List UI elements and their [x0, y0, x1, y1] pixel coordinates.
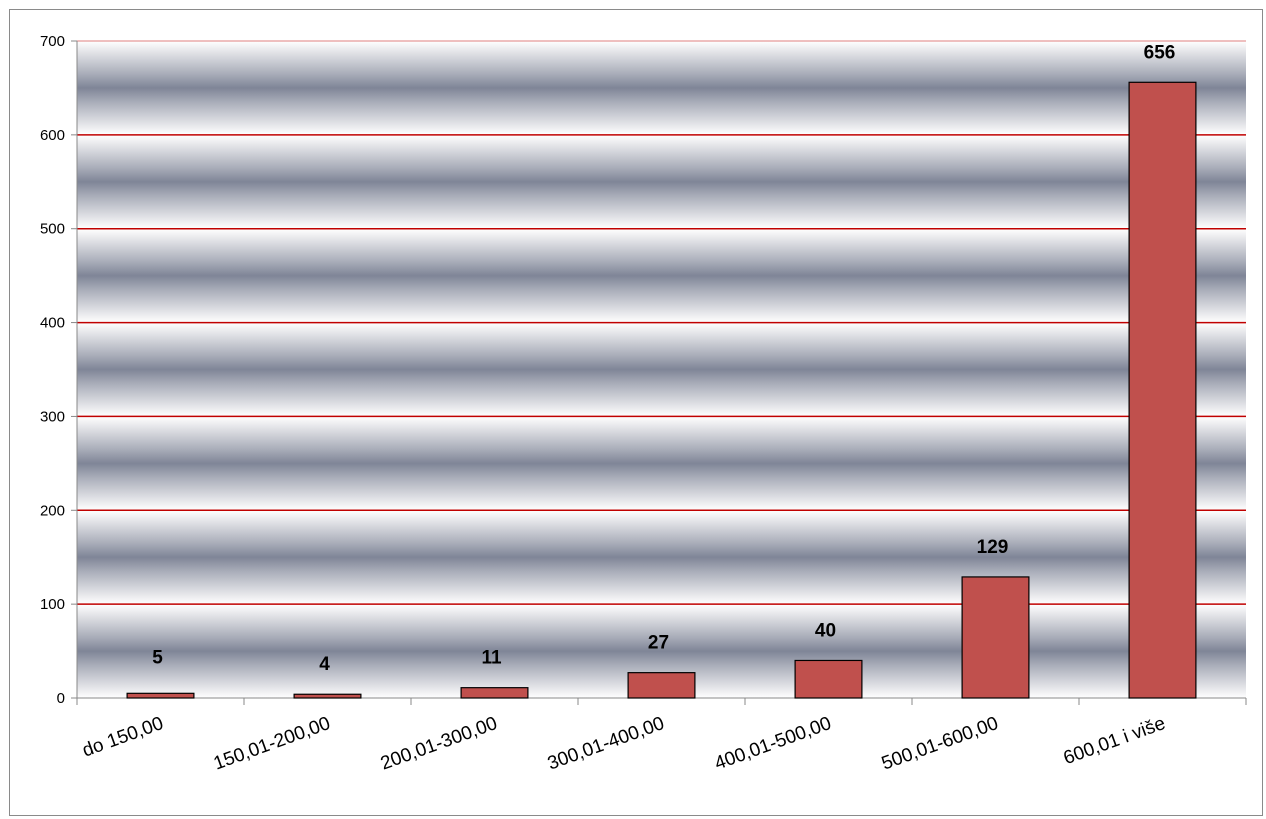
plot-band [77, 228, 1246, 323]
plot-band [77, 416, 1246, 511]
bar [961, 576, 1030, 699]
data-label: 4 [319, 654, 330, 675]
y-tick-label: 200 [40, 502, 65, 519]
category-label: do 150,00 [80, 713, 167, 762]
bar [126, 692, 195, 699]
y-axis-tick-labels: 0 100 200 300 400 500 600 700 [40, 33, 65, 707]
y-tick-label: 600 [40, 127, 65, 144]
data-label: 129 [977, 537, 1009, 558]
bar [1128, 81, 1197, 699]
plot-band [77, 510, 1246, 605]
plot-band [77, 134, 1246, 229]
y-tick-label: 100 [40, 596, 65, 613]
category-label: 400,01-500,00 [712, 713, 834, 775]
category-label: 200,01-300,00 [378, 713, 500, 775]
data-label: 27 [648, 633, 669, 654]
category-label: 600,01 i više [1061, 713, 1168, 769]
category-label: 150,01-200,00 [211, 713, 333, 775]
category-label: 500,01-600,00 [879, 713, 1001, 775]
y-tick-label: 500 [40, 221, 65, 238]
y-tick-label: 700 [40, 33, 65, 50]
y-tick-label: 400 [40, 315, 65, 332]
y-tick-label: 0 [57, 690, 65, 707]
y-tick-label: 300 [40, 408, 65, 425]
data-label: 656 [1144, 42, 1176, 63]
data-label: 5 [152, 647, 163, 668]
category-label: 300,01-400,00 [545, 713, 667, 775]
bars [126, 81, 1197, 699]
bar [794, 659, 863, 699]
plot-band [77, 322, 1246, 417]
plot-background [77, 41, 1246, 698]
gridlines [77, 40, 1246, 605]
bar [293, 693, 362, 699]
data-label: 11 [481, 648, 502, 669]
x-axis-category-labels: do 150,00 150,01-200,00 200,01-300,00 300,0… [80, 713, 1169, 775]
plot-band [77, 41, 1246, 135]
bar [627, 672, 696, 699]
data-label: 40 [815, 620, 836, 641]
bar [460, 687, 529, 699]
data-labels: 5 4 11 27 40 129 656 [152, 42, 1175, 675]
